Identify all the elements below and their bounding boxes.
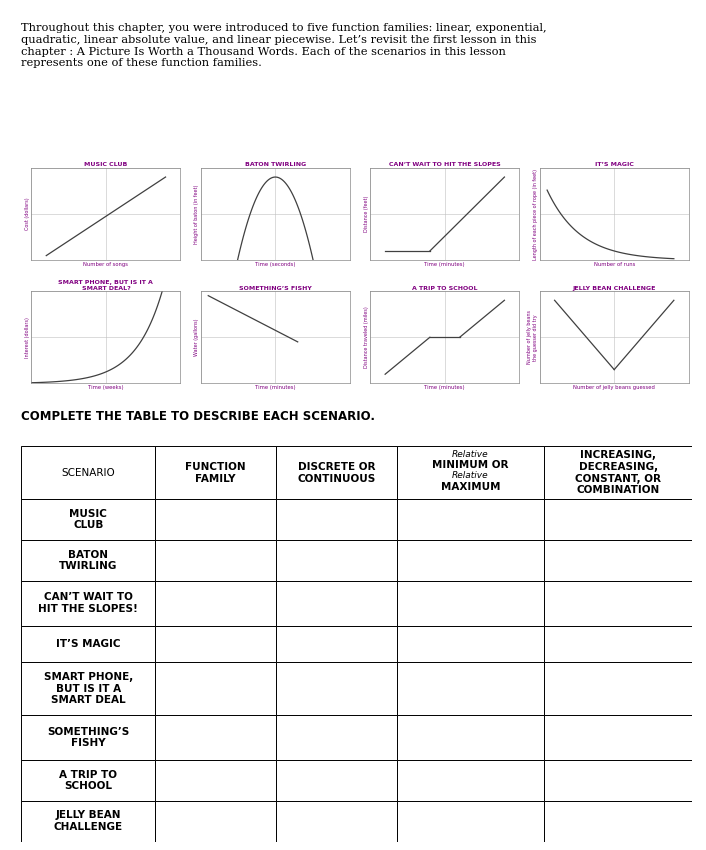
Y-axis label: Cost (dollars): Cost (dollars) [25,198,30,230]
Bar [21,540,155,581]
Bar [544,715,692,760]
Bar [21,715,155,760]
X-axis label: Time (minutes): Time (minutes) [424,385,465,390]
Bar [155,499,276,540]
Text: A TRIP TO
SCHOOL: A TRIP TO SCHOOL [59,769,117,791]
Bar [544,540,692,581]
Bar [21,446,155,499]
X-axis label: Number of jelly beans guessed: Number of jelly beans guessed [573,385,655,390]
Bar [544,801,692,842]
Text: IT’S MAGIC: IT’S MAGIC [56,639,121,649]
X-axis label: Number of songs: Number of songs [83,262,128,267]
Bar [155,662,276,715]
Title: JELLY BEAN CHALLENGE: JELLY BEAN CHALLENGE [573,286,656,291]
Bar [276,446,397,499]
Bar [276,662,397,715]
X-axis label: Time (minutes): Time (minutes) [255,385,296,390]
Bar [397,662,544,715]
Text: DISCRETE OR
CONTINUOUS: DISCRETE OR CONTINUOUS [297,462,376,484]
Bar [155,760,276,801]
Y-axis label: Distance traveled (miles): Distance traveled (miles) [364,306,369,368]
X-axis label: Time (seconds): Time (seconds) [255,262,296,267]
Bar [276,540,397,581]
Bar [397,446,544,499]
Title: IT’S MAGIC: IT’S MAGIC [594,162,634,167]
X-axis label: Time (minutes): Time (minutes) [424,262,465,267]
Bar [544,581,692,626]
Bar [155,626,276,662]
Y-axis label: Height of baton (in feet): Height of baton (in feet) [194,184,199,244]
X-axis label: Number of runs: Number of runs [594,262,635,267]
Bar [276,715,397,760]
Y-axis label: Water (gallons): Water (gallons) [194,319,199,356]
Bar [21,581,155,626]
Bar [397,499,544,540]
Bar [155,540,276,581]
Bar [544,626,692,662]
Title: CAN’T WAIT TO HIT THE SLOPES: CAN’T WAIT TO HIT THE SLOPES [389,162,501,167]
Bar [397,801,544,842]
Text: COMPLETE THE TABLE TO DESCRIBE EACH SCENARIO.: COMPLETE THE TABLE TO DESCRIBE EACH SCEN… [21,410,375,423]
Bar [397,540,544,581]
Bar [21,626,155,662]
Title: A TRIP TO SCHOOL: A TRIP TO SCHOOL [412,286,477,291]
Bar [397,760,544,801]
Bar [21,499,155,540]
Y-axis label: Interest (dollars): Interest (dollars) [25,317,30,358]
Bar [155,446,276,499]
Bar [397,581,544,626]
Bar [276,760,397,801]
Text: SMART PHONE,
BUT IS IT A
SMART DEAL: SMART PHONE, BUT IS IT A SMART DEAL [44,672,133,706]
Text: SCENARIO: SCENARIO [61,468,115,478]
Text: MINIMUM OR: MINIMUM OR [432,461,509,470]
Bar [276,801,397,842]
Bar [155,581,276,626]
Text: CAN’T WAIT TO
HIT THE SLOPES!: CAN’T WAIT TO HIT THE SLOPES! [38,592,138,614]
Text: Relative: Relative [453,450,489,459]
Text: Relative: Relative [453,472,489,480]
Bar [21,801,155,842]
Text: JELLY BEAN
CHALLENGE: JELLY BEAN CHALLENGE [54,810,123,832]
Bar [21,662,155,715]
Bar [276,581,397,626]
Text: INCREASING,
DECREASING,
CONSTANT, OR
COMBINATION: INCREASING, DECREASING, CONSTANT, OR COM… [575,450,661,496]
Text: MUSIC
CLUB: MUSIC CLUB [69,509,107,530]
Title: SMART PHONE, BUT IS IT A
SMART DEAL?: SMART PHONE, BUT IS IT A SMART DEAL? [59,280,153,291]
Bar [544,662,692,715]
Text: Throughout this chapter, you were introduced to five function families: linear, : Throughout this chapter, you were introd… [21,24,547,68]
Bar [544,760,692,801]
Bar [397,626,544,662]
Bar [397,715,544,760]
Y-axis label: Distance (feet): Distance (feet) [364,196,369,232]
Bar [276,499,397,540]
Bar [276,626,397,662]
Bar [155,715,276,760]
Text: BATON
TWIRLING: BATON TWIRLING [59,550,117,571]
Title: SOMETHING’S FISHY: SOMETHING’S FISHY [239,286,312,291]
Title: BATON TWIRLING: BATON TWIRLING [245,162,306,167]
Title: MUSIC CLUB: MUSIC CLUB [84,162,128,167]
Y-axis label: Number of jelly beans
the guesser did try: Number of jelly beans the guesser did tr… [527,310,538,365]
Text: SOMETHING’S
FISHY: SOMETHING’S FISHY [47,727,129,748]
Bar [21,760,155,801]
Text: FUNCTION
FAMILY: FUNCTION FAMILY [186,462,246,484]
Y-axis label: Length of each piece of rope (in feet): Length of each piece of rope (in feet) [533,168,538,259]
X-axis label: Time (weeks): Time (weeks) [88,385,124,390]
Bar [544,446,692,499]
Bar [544,499,692,540]
Bar [155,801,276,842]
Text: MAXIMUM: MAXIMUM [441,481,501,491]
